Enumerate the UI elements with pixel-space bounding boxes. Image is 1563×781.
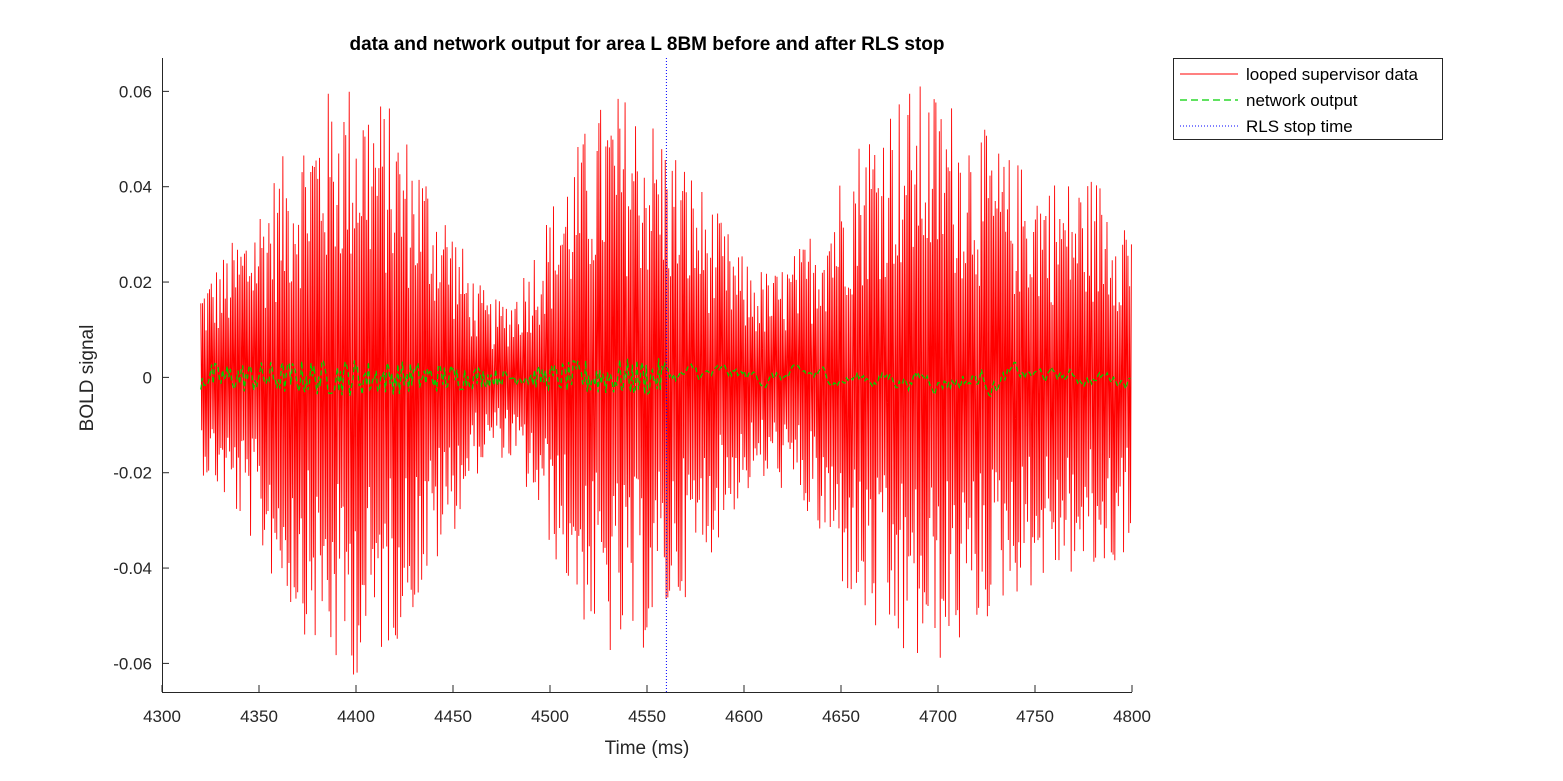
x-tick-label: 4650 xyxy=(822,707,860,726)
x-tick-label: 4600 xyxy=(725,707,763,726)
x-tick-label: 4400 xyxy=(337,707,375,726)
axes: 4300 4350 4400 4450 4500 4550 4600 4650 4700 4750… xyxy=(113,58,1151,726)
legend-label-rls-stop-time: RLS stop time xyxy=(1246,117,1353,136)
x-ticks: 4300 4350 4400 4450 4500 4550 4600 4650 4700 4750… xyxy=(143,685,1151,726)
y-tick-label: -0.06 xyxy=(113,654,152,673)
y-tick-label: 0 xyxy=(143,368,152,387)
x-tick-label: 4300 xyxy=(143,707,181,726)
y-tick-label: -0.02 xyxy=(113,464,152,483)
legend-label-network-output: network output xyxy=(1246,91,1358,110)
x-tick-label: 4700 xyxy=(919,707,957,726)
x-axis-label: Time (ms) xyxy=(605,738,690,759)
y-axis-label: BOLD signal xyxy=(77,325,98,432)
y-tick-label: -0.04 xyxy=(113,559,152,578)
x-tick-label: 4350 xyxy=(240,707,278,726)
x-tick-label: 4500 xyxy=(531,707,569,726)
y-tick-label: 0.04 xyxy=(119,178,152,197)
x-tick-label: 4800 xyxy=(1113,707,1151,726)
legend-box xyxy=(1173,58,1443,140)
x-tick-label: 4550 xyxy=(628,707,666,726)
x-tick-label: 4750 xyxy=(1016,707,1054,726)
y-tick-label: 0.02 xyxy=(119,273,152,292)
legend: looped supervisor data network output RL… xyxy=(1173,58,1443,140)
x-tick-label: 4450 xyxy=(434,707,472,726)
plot-area xyxy=(200,58,1132,692)
series-network-output-line xyxy=(200,358,1131,398)
y-tick-label: 0.06 xyxy=(119,82,152,101)
y-ticks: 0.06 0.04 0.02 0 -0.02 -0.04 -0.06 xyxy=(113,82,169,673)
legend-label-looped-supervisor-data: looped supervisor data xyxy=(1246,65,1419,84)
chart-title: data and network output for area L 8BM b… xyxy=(349,34,944,55)
